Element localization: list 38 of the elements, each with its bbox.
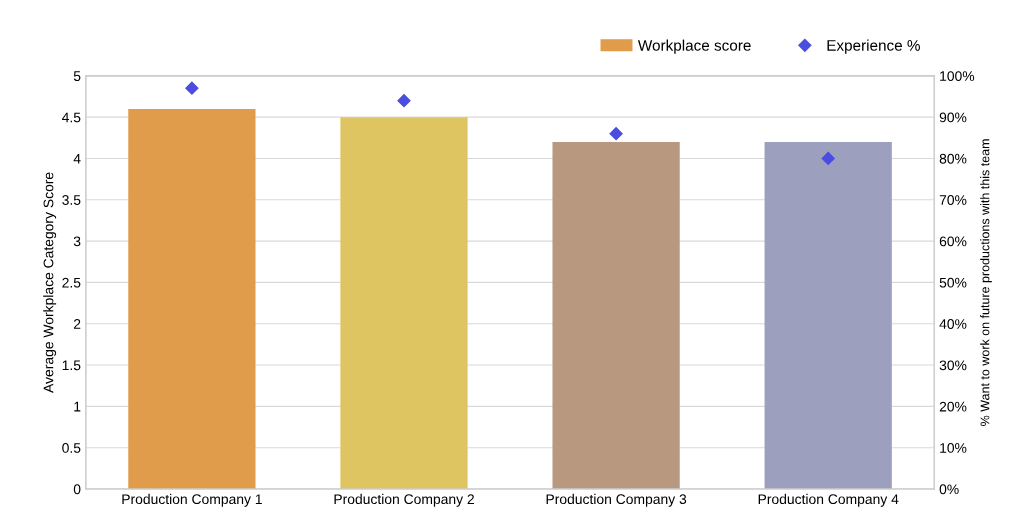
point xyxy=(185,81,199,95)
bar xyxy=(340,117,468,489)
x-tick-label: Production Company 1 xyxy=(122,493,262,507)
y-tick-label: 0.5 xyxy=(62,443,81,453)
y-tick-label: 4.5 xyxy=(62,112,81,123)
y2-tick-label: 100% xyxy=(940,71,975,81)
legend-label: Experience % xyxy=(827,39,920,54)
y-tick-label: 1 xyxy=(74,401,81,412)
y-tick-label: 5 xyxy=(73,71,81,81)
bar xyxy=(764,141,892,489)
y2-tick-label: 30% xyxy=(939,360,967,371)
y2-tick-label: 50% xyxy=(939,277,967,288)
y2-tick-label: 10% xyxy=(940,443,967,453)
y-tick-label: 2 xyxy=(73,319,81,329)
point xyxy=(609,127,623,141)
point xyxy=(821,151,835,166)
y-tick-label: 2.5 xyxy=(62,277,81,288)
bar xyxy=(552,141,680,489)
y-tick-label: 3 xyxy=(73,236,81,247)
y2-tick-label: 90% xyxy=(939,112,967,123)
y2-tick-label: 60% xyxy=(939,236,967,247)
y-tick-label: 4 xyxy=(73,153,81,164)
x-tick-label: Production Company 2 xyxy=(334,493,474,507)
x-tick-label: Production Company 3 xyxy=(546,493,687,507)
bar xyxy=(128,108,256,489)
y2-tick-label: 20% xyxy=(939,401,967,412)
x-tick-label: Production Company 4 xyxy=(758,493,899,507)
y2-tick-label: 0% xyxy=(939,484,959,495)
y2-tick-label: 40% xyxy=(939,319,967,329)
y2-axis-title: % Want to work on future productions with this team xyxy=(980,139,992,426)
y2-tick-label: 80% xyxy=(939,153,967,164)
point xyxy=(397,94,411,108)
y2-tick-label: 70% xyxy=(939,195,967,205)
y-tick-label: 0 xyxy=(73,484,81,495)
y-tick-label: 1.5 xyxy=(62,360,81,371)
y-axis-title: Average Workplace Category Score xyxy=(43,172,57,393)
y-tick-label: 3.5 xyxy=(62,195,81,205)
legend-label: Workplace score xyxy=(637,39,751,54)
